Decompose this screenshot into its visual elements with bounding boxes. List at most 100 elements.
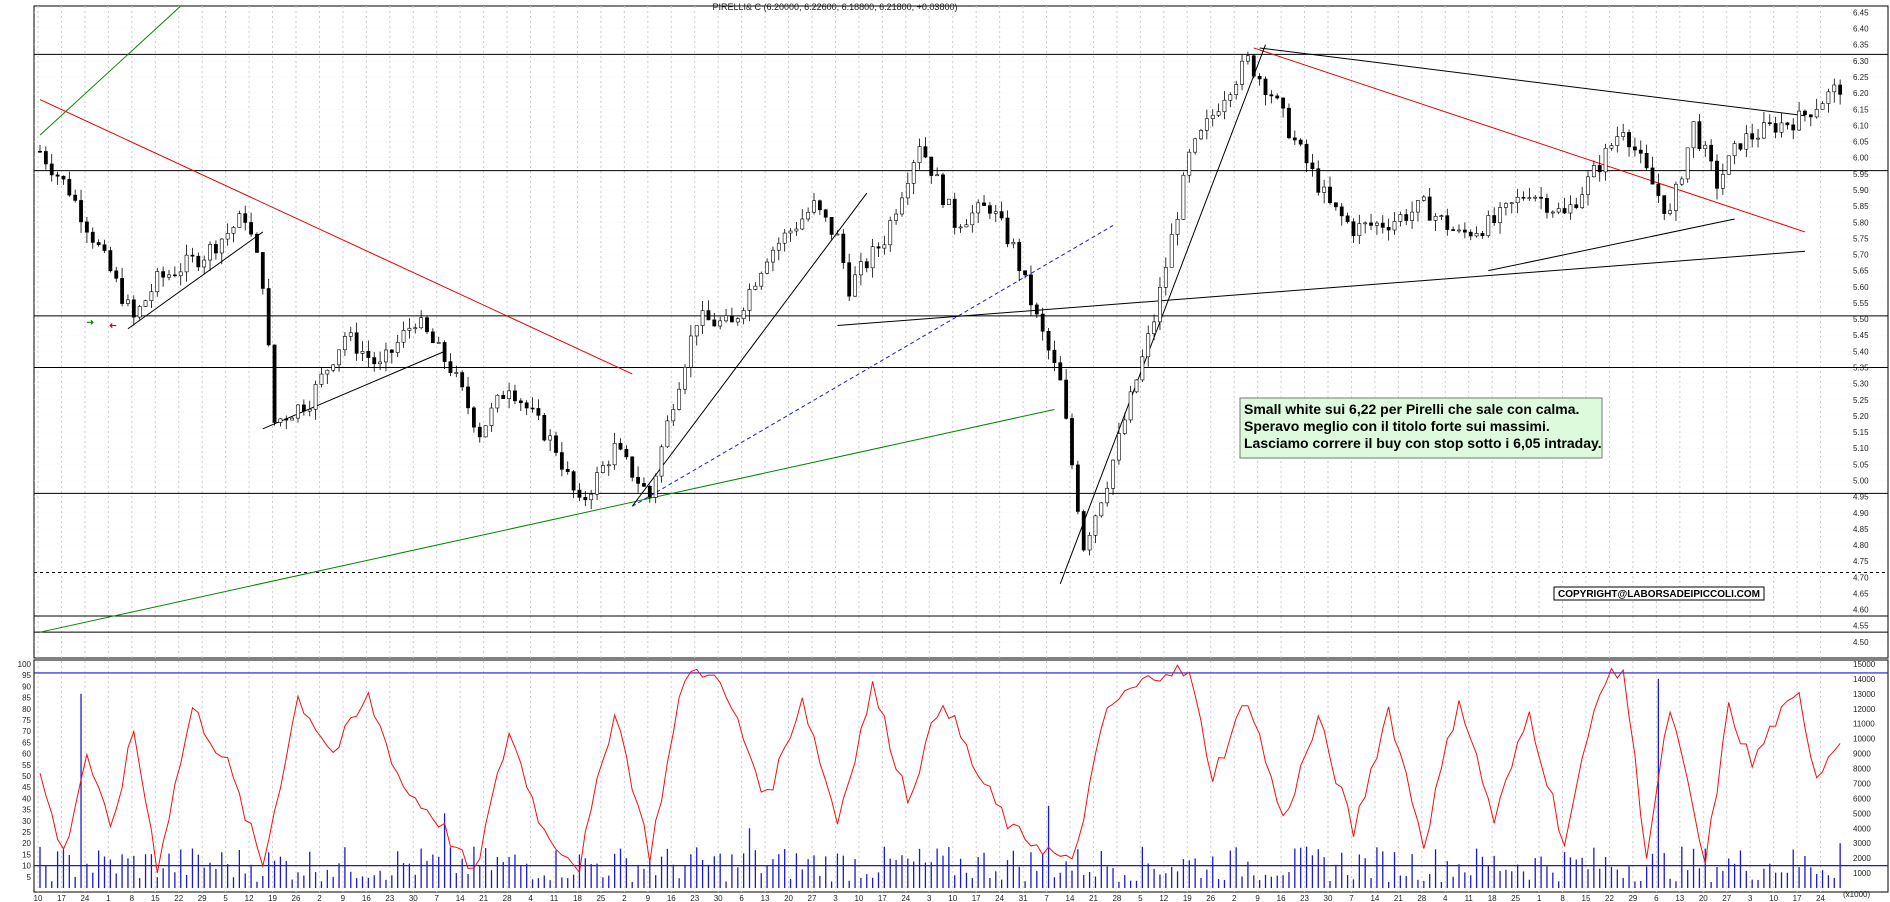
date-tick-label: 29 <box>1628 894 1637 902</box>
candle-body <box>1609 145 1614 149</box>
candle-body <box>243 213 248 223</box>
candle-body <box>296 404 300 419</box>
candle-body <box>659 446 664 477</box>
volume-unit-label: (x1000) <box>1843 890 1870 899</box>
price-tick-label: 5.85 <box>1853 202 1869 211</box>
candle-body <box>1574 204 1579 209</box>
oscillator-tick-label: 15 <box>22 850 31 859</box>
candle-body <box>1421 196 1426 201</box>
green-trendline-2 <box>39 5 182 136</box>
date-tick-label: 24 <box>1816 894 1825 902</box>
candle-body <box>1603 147 1608 173</box>
candle-body <box>1375 222 1379 226</box>
candle-body <box>460 372 465 388</box>
candle-body <box>542 415 547 441</box>
candle-body <box>96 242 101 246</box>
oscillator-tick-label: 60 <box>22 750 31 759</box>
date-tick-label: 7 <box>1044 894 1049 902</box>
candle-body <box>847 262 852 297</box>
candle-body <box>1679 178 1684 185</box>
candles <box>38 51 1843 556</box>
price-tick-label: 5.95 <box>1853 170 1869 179</box>
red-trendline-1 <box>39 99 633 375</box>
candle-body <box>624 448 629 458</box>
candle-body <box>900 197 904 215</box>
price-tick-label: 5.60 <box>1853 283 1869 292</box>
candle-body <box>888 220 893 246</box>
candle-body <box>1451 229 1456 231</box>
candle-body <box>1322 186 1327 193</box>
oscillator-tick-label: 75 <box>22 716 31 725</box>
candle-body <box>1808 114 1813 118</box>
date-tick-label: 24 <box>80 894 89 902</box>
date-tick-label: 4 <box>528 894 533 902</box>
annotation-line-1: Small white sui 6,22 per Pirelli che sal… <box>1244 401 1579 417</box>
candle-body <box>1533 196 1538 199</box>
candle-body <box>1304 143 1309 164</box>
date-tick-label: 22 <box>1605 894 1614 902</box>
date-tick-label: 26 <box>292 894 301 902</box>
price-tick-label: 6.20 <box>1853 89 1869 98</box>
price-tick-label: 4.50 <box>1853 638 1869 647</box>
date-tick-label: 12 <box>245 894 254 902</box>
candle-body <box>1668 210 1672 214</box>
candle-body <box>1586 176 1590 195</box>
candle-body <box>1058 362 1063 381</box>
candle-body <box>864 261 869 269</box>
candle-body <box>976 202 981 214</box>
markers <box>86 319 117 328</box>
candle-body <box>389 349 394 353</box>
date-tick-label: 1 <box>1537 894 1542 902</box>
candle-body <box>73 194 78 201</box>
price-tick-label: 5.40 <box>1853 347 1869 356</box>
candle-body <box>1369 222 1373 226</box>
candle-body <box>79 200 83 223</box>
date-tick-label: 7 <box>435 894 440 902</box>
candle-body <box>841 233 846 263</box>
candle-body <box>1486 215 1491 237</box>
date-tick-label: 17 <box>1793 894 1802 902</box>
candle-body <box>466 386 470 409</box>
price-frame <box>33 5 1889 659</box>
date-tick-label: 14 <box>1370 894 1379 902</box>
candle-body <box>1509 202 1514 205</box>
candle-body <box>612 442 617 466</box>
candle-body <box>1627 132 1631 148</box>
candle-body <box>1363 222 1368 225</box>
date-tick-label: 14 <box>1066 894 1075 902</box>
black-trendline-3 <box>631 192 868 507</box>
date-axis: 10 17 24 1 8 15 22 29 5 12 19 26 2 9 16 23 30 7 14 21 28 4 11 1… <box>34 894 1826 902</box>
candle-body <box>272 344 277 423</box>
volume-tick-label: 13000 <box>1853 690 1876 699</box>
candle-body <box>1257 75 1262 80</box>
date-tick-label: 23 <box>690 894 699 902</box>
candle-body <box>1527 197 1532 200</box>
candle-body <box>941 174 945 205</box>
candle-body <box>1281 97 1285 109</box>
candle-body <box>1433 216 1438 221</box>
date-tick-label: 5 <box>223 894 228 902</box>
candle-body <box>1779 122 1784 133</box>
candle-body <box>1580 194 1585 209</box>
red-arrow-marker <box>109 323 117 328</box>
price-tick-label: 5.75 <box>1853 234 1869 243</box>
date-tick-label: 2 <box>622 894 627 902</box>
candle-body <box>1333 202 1338 208</box>
candle-body <box>1357 223 1362 236</box>
candle-body <box>982 202 986 206</box>
candle-body <box>301 404 306 412</box>
candle-body <box>1410 211 1414 221</box>
candle-body <box>1644 153 1649 169</box>
candle-body <box>741 310 746 319</box>
candle-body <box>1134 379 1139 393</box>
candle-body <box>1597 165 1602 173</box>
date-tick-label: 18 <box>573 894 582 902</box>
price-tick-label: 4.70 <box>1853 573 1869 582</box>
candle-body <box>724 315 728 322</box>
candle-body <box>876 246 881 249</box>
date-tick-label: 13 <box>761 894 770 902</box>
candle-body <box>1263 78 1268 95</box>
candle-body <box>905 183 910 199</box>
candle-body <box>513 390 517 402</box>
copyright-text: COPYRIGHT@LABORSADEIPICCOLI.COM <box>1558 589 1760 600</box>
